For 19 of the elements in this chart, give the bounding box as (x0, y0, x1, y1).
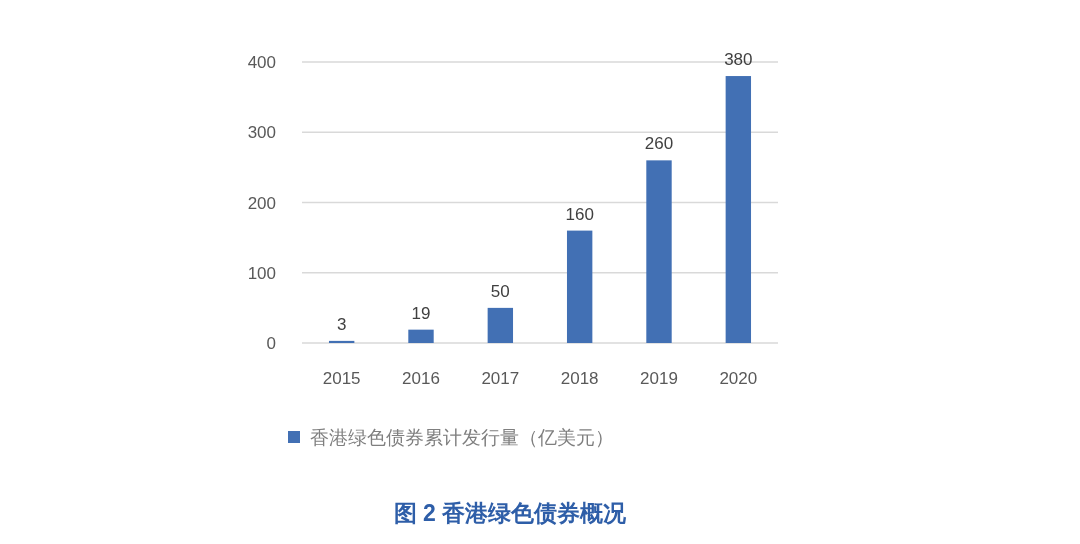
y-tick-label: 200 (247, 193, 276, 213)
data-label: 260 (644, 134, 674, 154)
x-tick-label: 2018 (560, 369, 599, 388)
data-label: 160 (565, 204, 594, 224)
x-tick-label: 2020 (719, 369, 758, 388)
y-tick-label: 400 (247, 53, 276, 72)
y-tick-label: 0 (266, 334, 276, 353)
x-tick-label: 2015 (322, 369, 361, 388)
data-label: 50 (490, 281, 510, 301)
x-tick-label: 2017 (481, 369, 520, 388)
data-label: 380 (724, 50, 753, 70)
y-tick-label: 100 (247, 263, 276, 283)
data-label: 19 (411, 303, 431, 323)
legend-label: 香港绿色债券累计发行量（亿美元） (310, 427, 614, 448)
y-tick-label: 300 (247, 123, 276, 143)
caption: 图 2 香港绿色债券概况 (393, 500, 627, 526)
x-tick-label: 2016 (402, 369, 440, 388)
data-label: 3 (336, 314, 347, 334)
x-tick-label: 2019 (640, 369, 678, 388)
